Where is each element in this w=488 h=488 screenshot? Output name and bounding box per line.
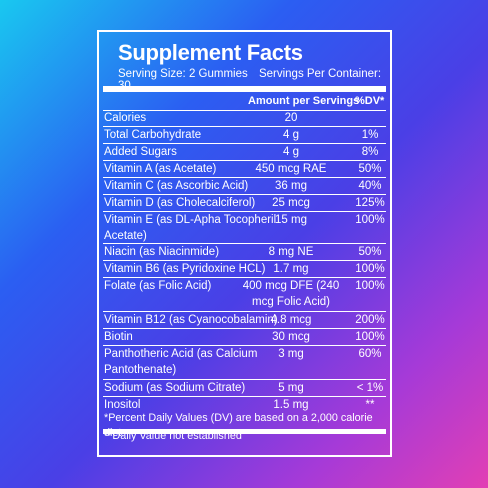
row-divider	[103, 211, 386, 212]
row-divider	[103, 396, 386, 397]
footnote-not-established: **Daily Value not established	[104, 430, 242, 442]
nutrient-name-line: Acetate)	[104, 230, 147, 242]
nutrient-name: Biotin	[104, 331, 133, 343]
panel-title: Supplement Facts	[118, 40, 303, 65]
nutrient-name: Vitamin B12 (as Cyanocobalamin)	[104, 314, 278, 326]
nutrient-dv: 60%	[358, 348, 382, 360]
row-divider	[103, 311, 386, 312]
nutrient-amount: 4 g	[283, 146, 299, 158]
nutrient-dv: < 1%	[356, 382, 384, 394]
nutrient-amount: 20	[284, 112, 298, 124]
row-divider	[103, 126, 386, 127]
nutrient-amount: 450 mcg RAE	[255, 163, 327, 175]
supplement-facts-panel: Supplement Facts Serving Size: 2 Gummies…	[97, 30, 392, 457]
nutrient-name: Vitamin A (as Acetate)	[104, 163, 217, 175]
dv-column-header: %DV*	[355, 95, 385, 107]
nutrient-name: Sodium (as Sodium Citrate)	[104, 382, 246, 394]
row-divider	[103, 328, 386, 329]
nutrient-name: Niacin (as Niacinmide)	[104, 246, 220, 258]
nutrient-amount: 36 mg	[275, 180, 307, 192]
nutrient-amount: 5 mg	[278, 382, 304, 394]
nutrient-amount: 4.8 mcg	[270, 314, 312, 326]
row-divider	[103, 160, 386, 161]
nutrient-row-vitamin-e: Vitamin E (as DL-Apha Tocopheril Acetate…	[103, 213, 386, 243]
nutrient-dv: 200%	[355, 314, 385, 326]
nutrient-dv: 50%	[358, 246, 382, 258]
nutrient-amount-line: mcg Folic Acid)	[252, 296, 330, 308]
nutrient-amount-line: 400 mcg DFE (240	[242, 280, 340, 292]
nutrient-name: Folate (as Folic Acid)	[104, 280, 212, 292]
nutrient-amount: 30 mcg	[272, 331, 310, 343]
nutrient-name-line: Vitamin E (as DL-Apha Tocopheril	[104, 214, 277, 226]
nutrient-name: Inositol	[104, 399, 141, 411]
nutrient-dv: 100%	[355, 331, 385, 343]
nutrient-dv: 1%	[361, 129, 379, 141]
nutrient-dv: 125%	[355, 197, 385, 209]
nutrient-dv: 100%	[355, 263, 385, 275]
nutrient-amount: 8 mg NE	[268, 246, 314, 258]
nutrient-name: Added Sugars	[104, 146, 177, 158]
nutrient-row-folate: Folate (as Folic Acid) 400 mcg DFE (240 …	[103, 279, 386, 309]
amount-column-header: Amount per Servings	[248, 95, 360, 107]
nutrient-amount: 3 mg	[278, 348, 304, 360]
nutrient-dv: 100%	[355, 214, 385, 226]
serving-size: Serving Size: 2 Gummies	[118, 68, 248, 80]
row-divider	[103, 345, 386, 346]
nutrient-name: Total Carbohydrate	[104, 129, 202, 141]
nutrient-name: Calories	[104, 112, 147, 124]
nutrient-amount: 15 mg	[275, 214, 307, 226]
nutrient-name: Vitamin D (as Cholecalciferol)	[104, 197, 256, 209]
nutrient-name-line: Pantothenate)	[104, 364, 177, 376]
row-divider	[103, 379, 386, 380]
nutrient-dv: 40%	[358, 180, 382, 192]
header-divider	[103, 110, 386, 111]
nutrient-amount: 4 g	[283, 129, 299, 141]
nutrient-row-panthotheric-acid: Panthotheric Acid (as Calcium Pantothena…	[103, 347, 386, 377]
nutrient-dv: 50%	[358, 163, 382, 175]
row-divider	[103, 177, 386, 178]
nutrient-name-line: Panthotheric Acid (as Calcium	[104, 348, 258, 360]
thick-divider-top	[103, 86, 386, 92]
nutrient-name: Vitamin C (as Ascorbic Acid)	[104, 180, 249, 192]
nutrient-dv: **	[365, 399, 375, 411]
thick-divider-bottom	[103, 429, 386, 434]
nutrient-amount: 1.5 mg	[273, 399, 309, 411]
nutrient-dv: 8%	[361, 146, 379, 158]
nutrient-amount: 25 mcg	[272, 197, 310, 209]
nutrient-dv: 100%	[355, 280, 385, 292]
nutrient-name: Vitamin B6 (as Pyridoxine HCL)	[104, 263, 266, 275]
row-divider	[103, 260, 386, 261]
nutrient-amount: 1.7 mg	[273, 263, 309, 275]
row-divider	[103, 243, 386, 244]
row-divider	[103, 277, 386, 278]
row-divider	[103, 194, 386, 195]
row-divider	[103, 143, 386, 144]
footnote-dv: *Percent Daily Values (DV) are based on …	[104, 412, 373, 439]
